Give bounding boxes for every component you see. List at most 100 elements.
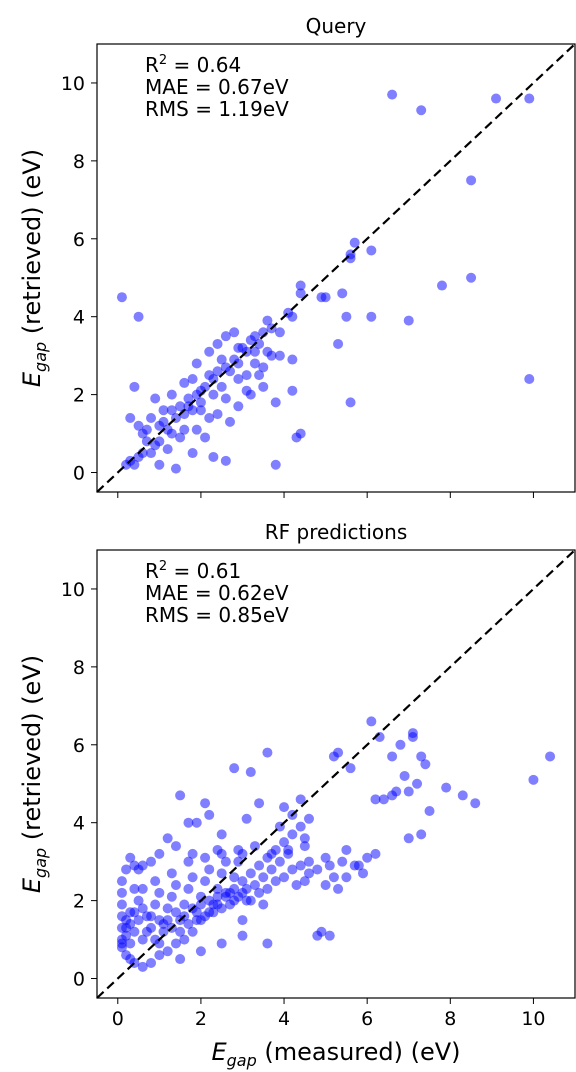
data-point xyxy=(387,751,398,762)
data-point xyxy=(204,346,215,357)
data-point xyxy=(141,424,152,435)
data-point xyxy=(216,868,227,879)
data-point xyxy=(129,860,140,871)
data-point xyxy=(146,922,157,933)
data-point xyxy=(158,926,169,937)
x-tick-label: 10 xyxy=(521,1008,545,1030)
data-point xyxy=(121,915,132,926)
data-point xyxy=(241,370,252,381)
data-point xyxy=(195,405,206,416)
data-point xyxy=(258,872,269,883)
data-point xyxy=(395,739,406,750)
panel-rf-predictions: RF predictions 0 2 4 6 8 10 0 2 4 6 8 10 R2 = 0.61M… xyxy=(18,520,576,1070)
data-point xyxy=(254,338,265,349)
data-point xyxy=(366,311,377,322)
data-point xyxy=(216,938,227,949)
data-point xyxy=(287,864,298,875)
data-point xyxy=(237,887,248,898)
data-point xyxy=(200,432,211,443)
data-point xyxy=(133,895,144,906)
ticks: 0 2 4 6 8 10 xyxy=(61,73,534,498)
data-point xyxy=(299,833,310,844)
data-point xyxy=(166,405,177,416)
data-point xyxy=(470,798,481,809)
data-point xyxy=(204,864,215,875)
y-tick-label: 10 xyxy=(61,579,85,601)
data-point xyxy=(362,852,373,863)
points xyxy=(116,89,535,474)
data-point xyxy=(220,455,231,466)
data-point xyxy=(166,389,177,400)
data-point xyxy=(166,868,177,879)
data-point xyxy=(403,833,414,844)
data-point xyxy=(258,381,269,392)
data-point xyxy=(170,463,181,474)
data-point xyxy=(183,883,194,894)
data-point xyxy=(270,459,281,470)
x-tick-label: 8 xyxy=(444,1008,456,1030)
data-point xyxy=(116,887,127,898)
data-point xyxy=(324,930,335,941)
data-point xyxy=(170,938,181,949)
data-point xyxy=(274,350,285,361)
data-point xyxy=(249,358,260,369)
data-point xyxy=(212,366,223,377)
data-point xyxy=(220,856,231,867)
data-point xyxy=(125,412,136,423)
y-tick-label: 4 xyxy=(73,813,85,835)
data-point xyxy=(249,880,260,891)
data-point xyxy=(191,424,202,435)
data-point xyxy=(216,381,227,392)
y-tick-label: 8 xyxy=(73,657,85,679)
data-point xyxy=(187,848,198,859)
data-point xyxy=(175,432,186,443)
data-point xyxy=(312,930,323,941)
points xyxy=(116,716,556,972)
data-point xyxy=(150,899,161,910)
data-point xyxy=(229,872,240,883)
data-point xyxy=(528,774,539,785)
data-point xyxy=(137,883,148,894)
data-point xyxy=(175,401,186,412)
data-point xyxy=(208,389,219,400)
data-point xyxy=(266,864,277,875)
data-point xyxy=(370,794,381,805)
data-point xyxy=(337,856,348,867)
stat-line: RMS = 0.85eV xyxy=(145,603,289,627)
data-point xyxy=(245,767,256,778)
data-point xyxy=(279,802,290,813)
data-point xyxy=(299,876,310,887)
data-point xyxy=(441,782,452,793)
data-point xyxy=(220,887,231,898)
data-point xyxy=(403,786,414,797)
data-point xyxy=(291,880,302,891)
data-point xyxy=(337,288,348,299)
data-point xyxy=(200,381,211,392)
data-point xyxy=(162,833,173,844)
data-point xyxy=(233,401,244,412)
data-point xyxy=(170,907,181,918)
data-point xyxy=(262,938,273,949)
data-point xyxy=(220,331,231,342)
data-point xyxy=(262,883,273,894)
data-point xyxy=(399,770,410,781)
data-point xyxy=(183,918,194,929)
data-point xyxy=(249,331,260,342)
data-point xyxy=(341,872,352,883)
stat-line: MAE = 0.67eV xyxy=(145,75,289,99)
data-point xyxy=(403,315,414,326)
data-point xyxy=(291,432,302,443)
data-point xyxy=(225,366,236,377)
data-point xyxy=(216,829,227,840)
data-point xyxy=(420,759,431,770)
data-point xyxy=(287,354,298,365)
data-point xyxy=(299,841,310,852)
data-point xyxy=(179,377,190,388)
panel-title: RF predictions xyxy=(265,520,408,544)
data-point xyxy=(545,751,556,762)
data-point xyxy=(303,856,314,867)
data-point xyxy=(187,926,198,937)
data-point xyxy=(258,362,269,373)
data-point xyxy=(216,848,227,859)
